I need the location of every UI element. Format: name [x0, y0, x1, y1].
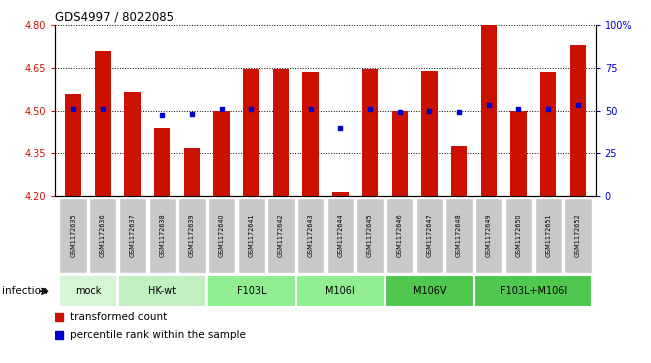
Bar — [94, 51, 111, 196]
Text: GSM1172642: GSM1172642 — [278, 213, 284, 257]
Bar — [273, 69, 289, 196]
FancyBboxPatch shape — [208, 197, 235, 273]
Text: GSM1172651: GSM1172651 — [545, 213, 551, 257]
Bar — [362, 69, 378, 196]
Bar — [510, 111, 527, 196]
FancyBboxPatch shape — [385, 276, 474, 307]
Bar — [243, 69, 260, 196]
FancyBboxPatch shape — [505, 197, 532, 273]
FancyBboxPatch shape — [89, 197, 117, 273]
Text: GSM1172643: GSM1172643 — [308, 213, 314, 257]
FancyBboxPatch shape — [386, 197, 413, 273]
Text: GSM1172652: GSM1172652 — [575, 213, 581, 257]
FancyBboxPatch shape — [356, 197, 383, 273]
Text: GSM1172646: GSM1172646 — [396, 213, 403, 257]
FancyBboxPatch shape — [445, 197, 473, 273]
Text: GSM1172644: GSM1172644 — [337, 213, 343, 257]
Text: F103L: F103L — [236, 286, 266, 296]
FancyBboxPatch shape — [416, 197, 443, 273]
FancyBboxPatch shape — [297, 197, 324, 273]
Bar — [124, 92, 141, 196]
FancyBboxPatch shape — [207, 276, 296, 307]
FancyBboxPatch shape — [534, 197, 562, 273]
FancyBboxPatch shape — [59, 197, 87, 273]
Text: GSM1172640: GSM1172640 — [219, 213, 225, 257]
Text: M106V: M106V — [413, 286, 446, 296]
Bar — [570, 45, 586, 196]
Text: GSM1172649: GSM1172649 — [486, 213, 492, 257]
FancyBboxPatch shape — [59, 276, 117, 307]
Text: GSM1172637: GSM1172637 — [130, 213, 135, 257]
Bar — [540, 72, 557, 196]
Bar — [154, 128, 171, 196]
Text: GDS4997 / 8022085: GDS4997 / 8022085 — [55, 11, 174, 24]
Bar — [303, 72, 319, 196]
Text: percentile rank within the sample: percentile rank within the sample — [70, 330, 246, 340]
FancyBboxPatch shape — [119, 197, 146, 273]
Text: HK-wt: HK-wt — [148, 286, 176, 296]
FancyBboxPatch shape — [475, 197, 503, 273]
FancyBboxPatch shape — [296, 276, 385, 307]
Bar — [451, 146, 467, 196]
FancyBboxPatch shape — [564, 197, 592, 273]
Text: GSM1172636: GSM1172636 — [100, 213, 106, 257]
FancyBboxPatch shape — [268, 197, 295, 273]
Text: mock: mock — [75, 286, 101, 296]
Text: GSM1172645: GSM1172645 — [367, 213, 373, 257]
Text: GSM1172641: GSM1172641 — [248, 213, 255, 257]
Text: M106I: M106I — [326, 286, 355, 296]
Bar — [421, 71, 437, 196]
Text: GSM1172639: GSM1172639 — [189, 213, 195, 257]
Text: F103L+M106I: F103L+M106I — [500, 286, 567, 296]
Bar — [65, 94, 81, 196]
Text: infection: infection — [2, 286, 48, 296]
FancyBboxPatch shape — [118, 276, 206, 307]
FancyBboxPatch shape — [238, 197, 265, 273]
Text: GSM1172647: GSM1172647 — [426, 213, 432, 257]
FancyBboxPatch shape — [148, 197, 176, 273]
Text: GSM1172648: GSM1172648 — [456, 213, 462, 257]
Bar — [480, 25, 497, 196]
Text: GSM1172650: GSM1172650 — [516, 213, 521, 257]
Bar — [391, 111, 408, 196]
Text: GSM1172635: GSM1172635 — [70, 213, 76, 257]
FancyBboxPatch shape — [474, 276, 592, 307]
FancyBboxPatch shape — [178, 197, 206, 273]
Bar — [332, 192, 348, 196]
FancyBboxPatch shape — [327, 197, 354, 273]
Text: GSM1172638: GSM1172638 — [159, 213, 165, 257]
Bar — [214, 111, 230, 196]
Bar — [184, 148, 200, 196]
Text: transformed count: transformed count — [70, 312, 167, 322]
